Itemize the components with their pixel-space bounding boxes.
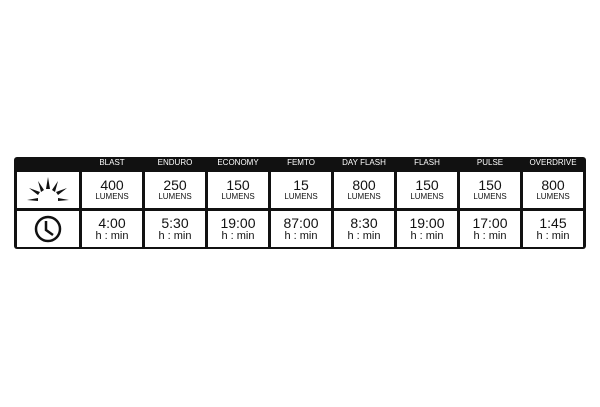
mode-header: FEMTO (287, 158, 315, 167)
mode-header: ENDURO (157, 158, 193, 167)
mode-header: DAY FLASH (342, 158, 386, 167)
runtime-cell: 1:45 h : min (523, 211, 583, 247)
runtime-unit: h : min (473, 230, 507, 242)
runtime-unit: h : min (410, 230, 444, 242)
lumens-value: 800 (352, 177, 376, 193)
lumens-cell: 150 LUMENS (397, 172, 457, 208)
mode-header: ECONOMY (217, 158, 259, 167)
runtime-unit: h : min (284, 230, 318, 242)
light-modes-table: BLAST ENDURO ECONOMY FEMTO DAY FLASH FLASH PUL… (14, 157, 586, 249)
runtime-cell: 87:00 h : min (271, 211, 331, 247)
lumens-value: 150 (478, 177, 502, 193)
runtime-cell: 19:00 h : min (208, 211, 268, 247)
runtime-value: 19:00 (409, 215, 445, 231)
lumens-value: 250 (163, 177, 187, 193)
runtime-value: 87:00 (283, 215, 319, 231)
runtime-cell: 17:00 h : min (460, 211, 520, 247)
lumens-value: 15 (293, 177, 309, 193)
lumens-unit: LUMENS (95, 192, 129, 201)
lumens-cell: 150 LUMENS (208, 172, 268, 208)
lumens-unit: LUMENS (473, 192, 507, 201)
runtime-value: 1:45 (539, 215, 567, 231)
lumens-unit: LUMENS (536, 192, 570, 201)
runtime-cell: 5:30 h : min (145, 211, 205, 247)
runtime-value: 8:30 (350, 215, 378, 231)
runtime-unit: h : min (221, 230, 255, 242)
lumens-unit: LUMENS (410, 192, 444, 201)
lumens-cell: 250 LUMENS (145, 172, 205, 208)
lumens-value: 800 (541, 177, 565, 193)
runtime-cell: 8:30 h : min (334, 211, 394, 247)
mode-header: FLASH (414, 158, 440, 167)
lumens-cell: 150 LUMENS (460, 172, 520, 208)
lumens-cell: 800 LUMENS (523, 172, 583, 208)
lumens-cell: 15 LUMENS (271, 172, 331, 208)
lumens-unit: LUMENS (347, 192, 381, 201)
runtime-unit: h : min (95, 230, 129, 242)
lumens-cell: 800 LUMENS (334, 172, 394, 208)
mode-header: BLAST (99, 158, 125, 167)
lumens-value: 150 (226, 177, 250, 193)
lumens-unit: LUMENS (158, 192, 192, 201)
lumens-value: 400 (100, 177, 124, 193)
header-corner (17, 157, 79, 169)
runtime-value: 4:00 (98, 215, 126, 231)
runtime-unit: h : min (158, 230, 192, 242)
runtime-value: 5:30 (161, 215, 189, 231)
runtime-unit: h : min (536, 230, 570, 242)
mode-header: OVERDRIVE (529, 158, 577, 167)
sunburst-icon (17, 172, 79, 208)
lumens-cell: 400 LUMENS (82, 172, 142, 208)
clock-icon (17, 211, 79, 247)
mode-header: PULSE (476, 158, 504, 167)
runtime-unit: h : min (347, 230, 381, 242)
runtime-value: 17:00 (472, 215, 508, 231)
runtime-cell: 19:00 h : min (397, 211, 457, 247)
runtime-cell: 4:00 h : min (82, 211, 142, 247)
runtime-value: 19:00 (220, 215, 256, 231)
lumens-unit: LUMENS (221, 192, 255, 201)
lumens-value: 150 (415, 177, 439, 193)
lumens-unit: LUMENS (284, 192, 318, 201)
